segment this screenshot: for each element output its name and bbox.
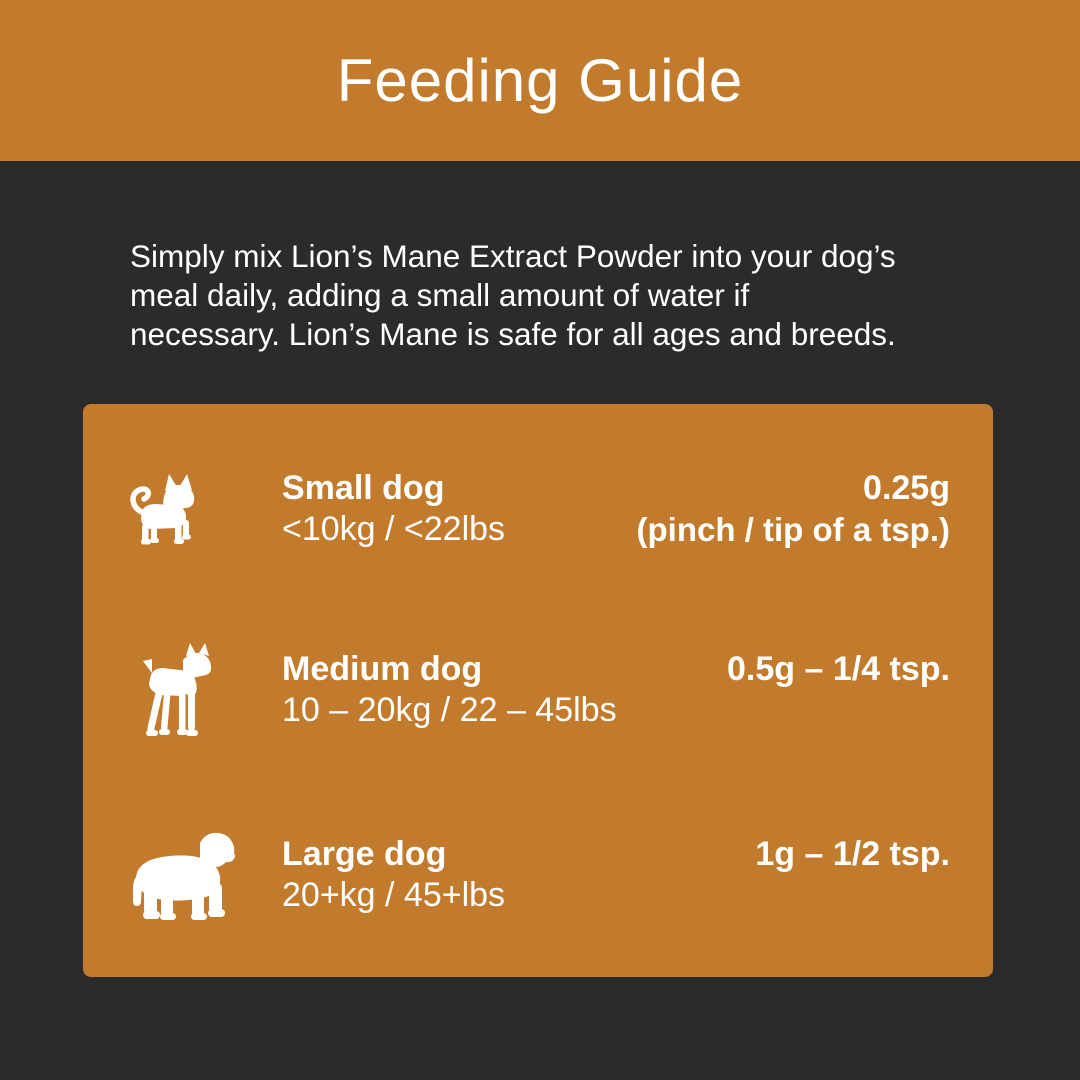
dog-size-label: Medium dog — [282, 649, 483, 688]
medium-dog-icon — [130, 642, 282, 737]
large-dog-icon — [130, 829, 282, 921]
dose-amount: 0.5g – 1/4 tsp. — [727, 649, 950, 688]
dog-size-label: Small dog — [282, 469, 445, 507]
intro-paragraph: Simply mix Lion’s Mane Extract Powder in… — [130, 237, 970, 354]
header-banner: Feeding Guide — [0, 0, 1080, 161]
dose-info: 0.25g (pinch / tip of a tsp.) — [637, 468, 950, 550]
feeding-row-small-dog: Small dog <10kg / <22lbs 0.25g (pinch / … — [130, 468, 950, 550]
intro-line: necessary. Lion’s Mane is safe for all a… — [130, 316, 896, 352]
dose-note — [755, 875, 950, 916]
dog-weight-range: 10 – 20kg / 22 – 45lbs — [282, 690, 617, 729]
dose-amount: 0.25g — [863, 469, 950, 507]
feeding-row-large-dog: Large dog 20+kg / 45+lbs 1g – 1/2 tsp. — [130, 829, 950, 921]
dog-weight-range: <10kg / <22lbs — [282, 510, 506, 548]
dose-info: 1g – 1/2 tsp. — [755, 834, 950, 916]
intro-line: meal daily, adding a small amount of wat… — [130, 277, 750, 313]
dog-size-label: Large dog — [282, 835, 447, 873]
page-title: Feeding Guide — [336, 47, 744, 114]
dose-note — [727, 690, 950, 731]
dog-weight-range: 20+kg / 45+lbs — [282, 876, 506, 914]
dose-note: (pinch / tip of a tsp.) — [636, 511, 950, 548]
dog-size-info: Large dog 20+kg / 45+lbs — [282, 834, 755, 916]
small-dog-icon — [130, 473, 282, 545]
dog-size-info: Medium dog 10 – 20kg / 22 – 45lbs — [282, 649, 727, 731]
dosage-panel: Small dog <10kg / <22lbs 0.25g (pinch / … — [83, 404, 993, 977]
dose-info: 0.5g – 1/4 tsp. — [727, 649, 950, 731]
feeding-row-medium-dog: Medium dog 10 – 20kg / 22 – 45lbs 0.5g –… — [130, 642, 950, 737]
dog-size-info: Small dog <10kg / <22lbs — [282, 468, 637, 550]
dose-amount: 1g – 1/2 tsp. — [755, 835, 950, 873]
intro-line: Simply mix Lion’s Mane Extract Powder in… — [130, 238, 896, 274]
